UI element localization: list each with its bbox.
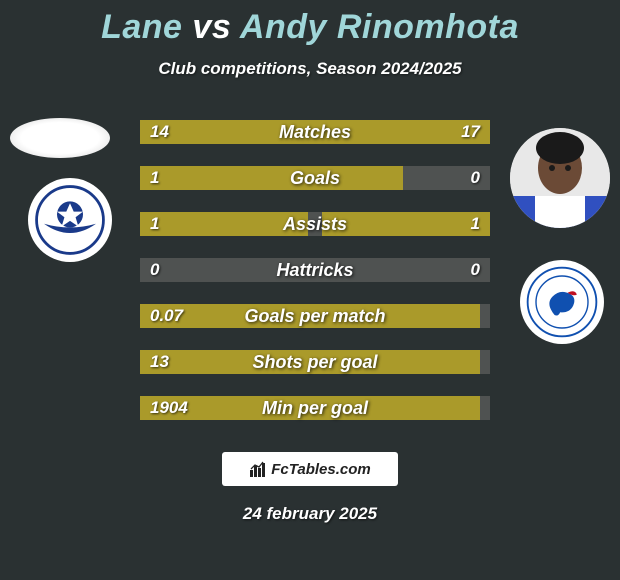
player1-club-badge [28,178,112,262]
stat-label: Min per goal [140,392,490,424]
stat-row: 0.07Goals per match [140,300,490,332]
comparison-title: Lane vs Andy Rinomhota [0,0,620,47]
stat-label: Matches [140,116,490,148]
stat-row: 00Hattricks [140,254,490,286]
player2-name: Andy Rinomhota [240,8,519,46]
stat-row: 1904Min per goal [140,392,490,424]
subtitle: Club competitions, Season 2024/2025 [0,59,620,79]
chart-icon [249,460,267,478]
stat-label: Assists [140,208,490,240]
player2-photo [510,128,610,228]
stat-label: Shots per goal [140,346,490,378]
player1-photo [10,118,110,158]
stat-row: 11Assists [140,208,490,240]
fctables-label: FcTables.com [271,461,370,478]
stat-row: 1417Matches [140,116,490,148]
stat-label: Goals per match [140,300,490,332]
player1-name: Lane [101,8,182,46]
vs-label: vs [192,8,231,46]
comparison-chart: 1417Matches 10Goals 11Assists 00Hattricks 0.… [140,116,490,438]
stat-row: 10Goals [140,162,490,194]
stat-row: 13Shots per goal [140,346,490,378]
stat-label: Hattricks [140,254,490,286]
stat-label: Goals [140,162,490,194]
fctables-branding: FcTables.com [222,452,398,486]
date-label: 24 february 2025 [0,504,620,524]
player2-club-badge [520,260,604,344]
